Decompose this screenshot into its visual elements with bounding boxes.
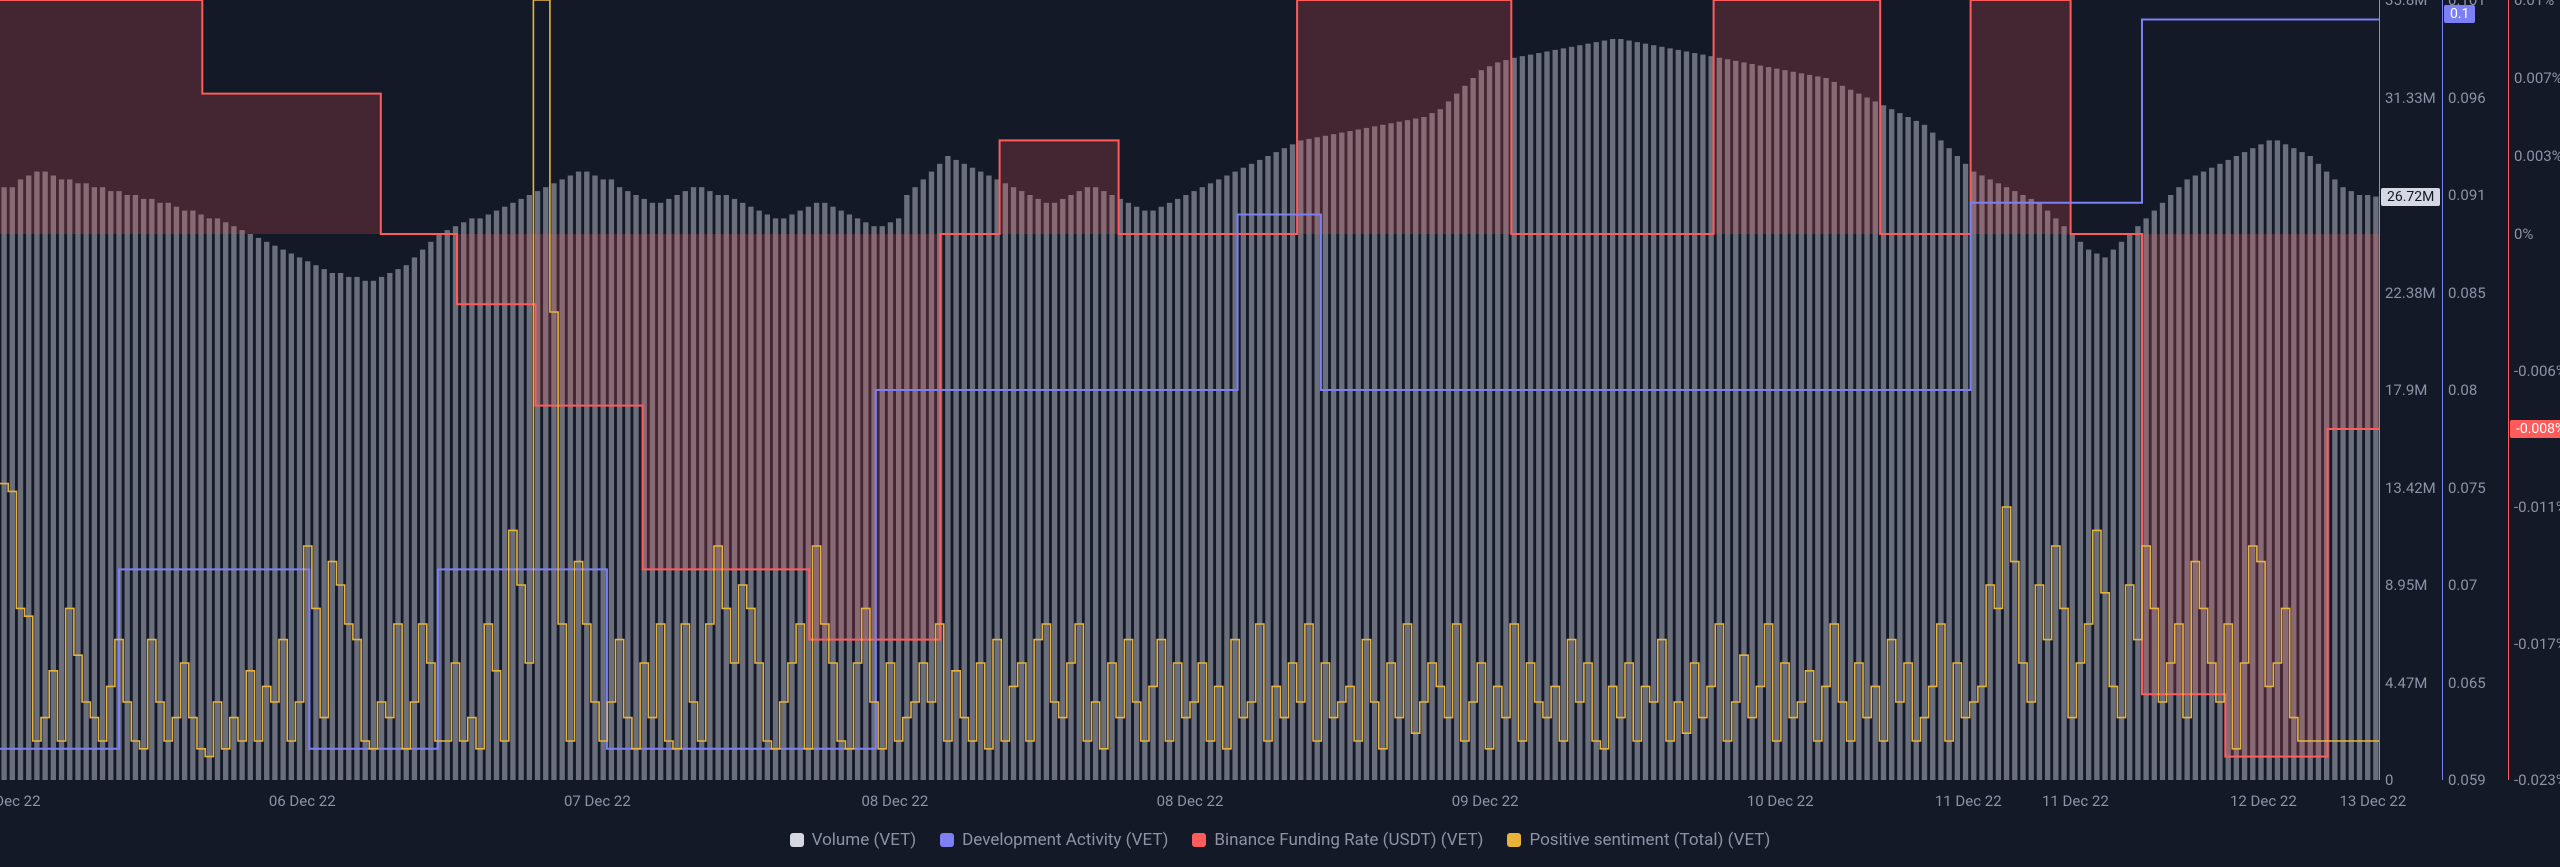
chart-plot-area[interactable] <box>0 0 2380 790</box>
axis2-tick: 0.096 <box>2448 89 2486 107</box>
y-axis-volume: 35.8M31.33M26.85M22.38M17.9M13.42M8.95M4… <box>2385 0 2445 790</box>
legend-item[interactable]: Volume (VET) <box>790 830 916 850</box>
axis1-tick: 17.9M <box>2385 381 2427 399</box>
legend-swatch <box>940 833 954 847</box>
y-axis-dev: 0.1010.0960.0910.0850.080.0750.070.0650.… <box>2448 0 2496 790</box>
axis3-tick: 0% <box>2514 225 2533 243</box>
chart-svg <box>0 0 2380 790</box>
legend-item[interactable]: Binance Funding Rate (USDT) (VET) <box>1192 830 1483 850</box>
axis3-tick: 0.003% <box>2514 147 2560 165</box>
axis2-tick: 0.085 <box>2448 284 2486 302</box>
axis3-tick: -0.023% <box>2514 771 2560 789</box>
axis1-tick: 31.33M <box>2385 89 2436 107</box>
axis2-tick: 0.075 <box>2448 479 2486 497</box>
legend: Volume (VET) Development Activity (VET) Bi… <box>0 830 2560 852</box>
axis1-value-badge: 26.72M <box>2381 188 2440 206</box>
axis3-tick: -0.006% <box>2514 362 2560 380</box>
axis2-tick: 0.065 <box>2448 674 2486 692</box>
axis1-tick: 13.42M <box>2385 479 2436 497</box>
legend-swatch <box>1192 833 1206 847</box>
legend-swatch <box>1507 833 1521 847</box>
x-tick: 07 Dec 22 <box>564 792 631 810</box>
x-tick: 08 Dec 22 <box>861 792 928 810</box>
legend-item[interactable]: Positive sentiment (Total) (VET) <box>1507 830 1770 850</box>
axis1-tick: 4.47M <box>2385 674 2427 692</box>
axis1-tick: 35.8M <box>2385 0 2427 9</box>
axis1-tick: 0 <box>2385 771 2393 789</box>
axis3-value-badge: -0.008% <box>2510 420 2560 438</box>
x-tick: 11 Dec 22 <box>2042 792 2109 810</box>
legend-label: Binance Funding Rate (USDT) (VET) <box>1214 830 1483 850</box>
x-tick: 06 Dec 22 <box>269 792 336 810</box>
x-axis: 05 Dec 22 06 Dec 22 07 Dec 22 08 Dec 22 08 D… <box>0 790 2380 820</box>
x-tick: 09 Dec 22 <box>1452 792 1519 810</box>
axis2-tick: 0.091 <box>2448 186 2486 204</box>
y-axis-funding: 0.01%0.007%0.003%0%-0.006%-0.008%-0.011%… <box>2514 0 2560 790</box>
legend-item[interactable]: Development Activity (VET) <box>940 830 1168 850</box>
axis2-tick: 0.059 <box>2448 771 2486 789</box>
x-tick: 08 Dec 22 <box>1157 792 1224 810</box>
axis3-tick: -0.017% <box>2514 635 2560 653</box>
x-tick: 12 Dec 22 <box>2230 792 2297 810</box>
x-tick: 13 Dec 22 <box>2339 792 2406 810</box>
legend-label: Volume (VET) <box>812 830 916 850</box>
legend-swatch <box>790 833 804 847</box>
x-tick: 11 Dec 22 <box>1935 792 2002 810</box>
axis3-tick: 0.01% <box>2514 0 2554 9</box>
y-axis-line-2 <box>2442 0 2443 780</box>
axis2-tick: 0.08 <box>2448 381 2477 399</box>
x-tick: 05 Dec 22 <box>0 792 41 810</box>
y-axis-line-3 <box>2508 0 2509 780</box>
axis1-tick: 22.38M <box>2385 284 2436 302</box>
x-tick: 10 Dec 22 <box>1747 792 1814 810</box>
axis3-tick: 0.007% <box>2514 69 2560 87</box>
axis2-tick: 0.07 <box>2448 576 2477 594</box>
axis3-tick: -0.011% <box>2514 498 2560 516</box>
axis1-tick: 8.95M <box>2385 576 2427 594</box>
y-axis-line-1 <box>2379 0 2380 780</box>
axis2-value-badge: 0.1 <box>2444 5 2475 23</box>
legend-label: Positive sentiment (Total) (VET) <box>1529 830 1770 850</box>
legend-label: Development Activity (VET) <box>962 830 1168 850</box>
